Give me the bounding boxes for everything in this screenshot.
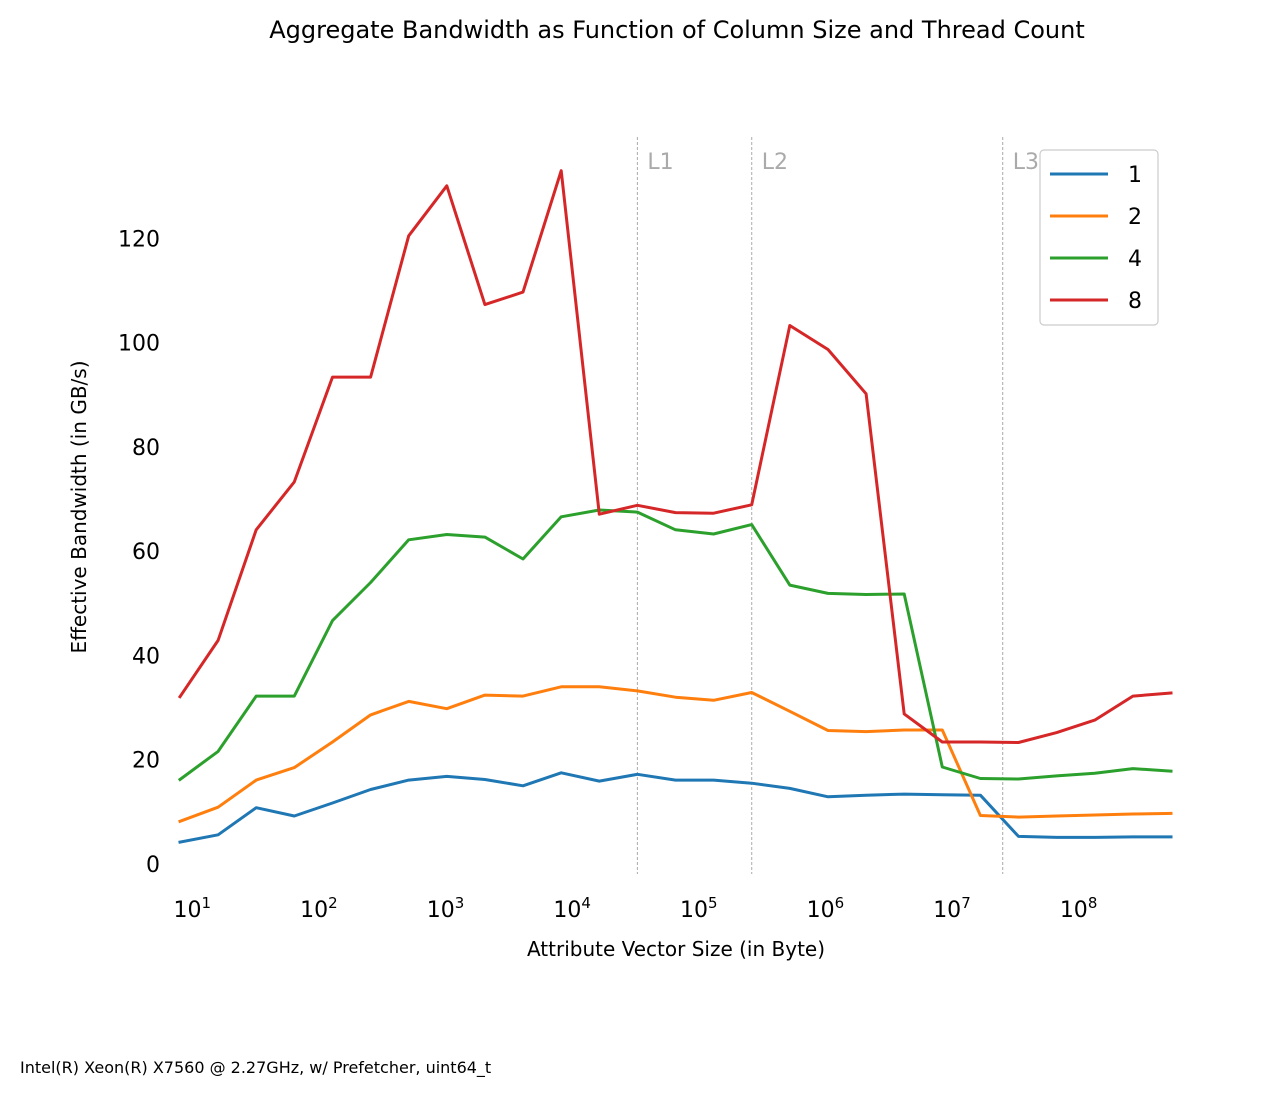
- axes: 0 20 40 60 80 100 120 101 102 103 104 105 106 107 108: [118, 227, 1097, 923]
- y-tick-label: 60: [132, 540, 160, 565]
- series-line-2: [178, 685, 1173, 824]
- y-axis-label: Effective Bandwidth (in GB/s): [67, 360, 91, 653]
- series-line-8: [177, 169, 1173, 744]
- series-lines: [177, 169, 1173, 844]
- legend-label-8: 8: [1128, 289, 1142, 314]
- x-axis-label: Attribute Vector Size (in Byte): [527, 937, 825, 961]
- legend-box: [1039, 149, 1159, 326]
- x-tick-label: 102: [300, 894, 338, 923]
- cache-label-l2: L2: [762, 150, 788, 175]
- x-tick-label: 101: [173, 894, 211, 923]
- legend: 1 2 4 8: [1039, 149, 1159, 326]
- y-tick-label: 40: [132, 644, 160, 669]
- y-tick-label: 100: [118, 332, 160, 357]
- legend-label-2: 2: [1128, 205, 1142, 230]
- cache-level-markers: L1 L2 L3: [636, 137, 1039, 874]
- legend-label-4: 4: [1128, 247, 1142, 272]
- x-tick-label: 104: [553, 894, 591, 923]
- x-tick-label: 108: [1060, 894, 1098, 923]
- x-tick-label: 106: [807, 894, 845, 923]
- x-tick-label: 103: [427, 894, 465, 923]
- y-tick-label: 80: [132, 436, 160, 461]
- series-line-4: [177, 508, 1173, 782]
- y-tick-label: 120: [118, 227, 160, 252]
- legend-label-1: 1: [1128, 163, 1142, 188]
- y-tick-label: 0: [146, 853, 160, 878]
- x-tick-label: 105: [680, 894, 718, 923]
- cache-label-l3: L3: [1013, 150, 1039, 175]
- series-line-1: [178, 771, 1173, 844]
- cache-label-l1: L1: [647, 150, 673, 175]
- y-tick-label: 20: [132, 749, 160, 774]
- x-tick-label: 107: [933, 894, 971, 923]
- chart-title: Aggregate Bandwidth as Function of Colum…: [269, 16, 1085, 44]
- footnote: Intel(R) Xeon(R) X7560 @ 2.27GHz, w/ Pre…: [20, 1058, 492, 1077]
